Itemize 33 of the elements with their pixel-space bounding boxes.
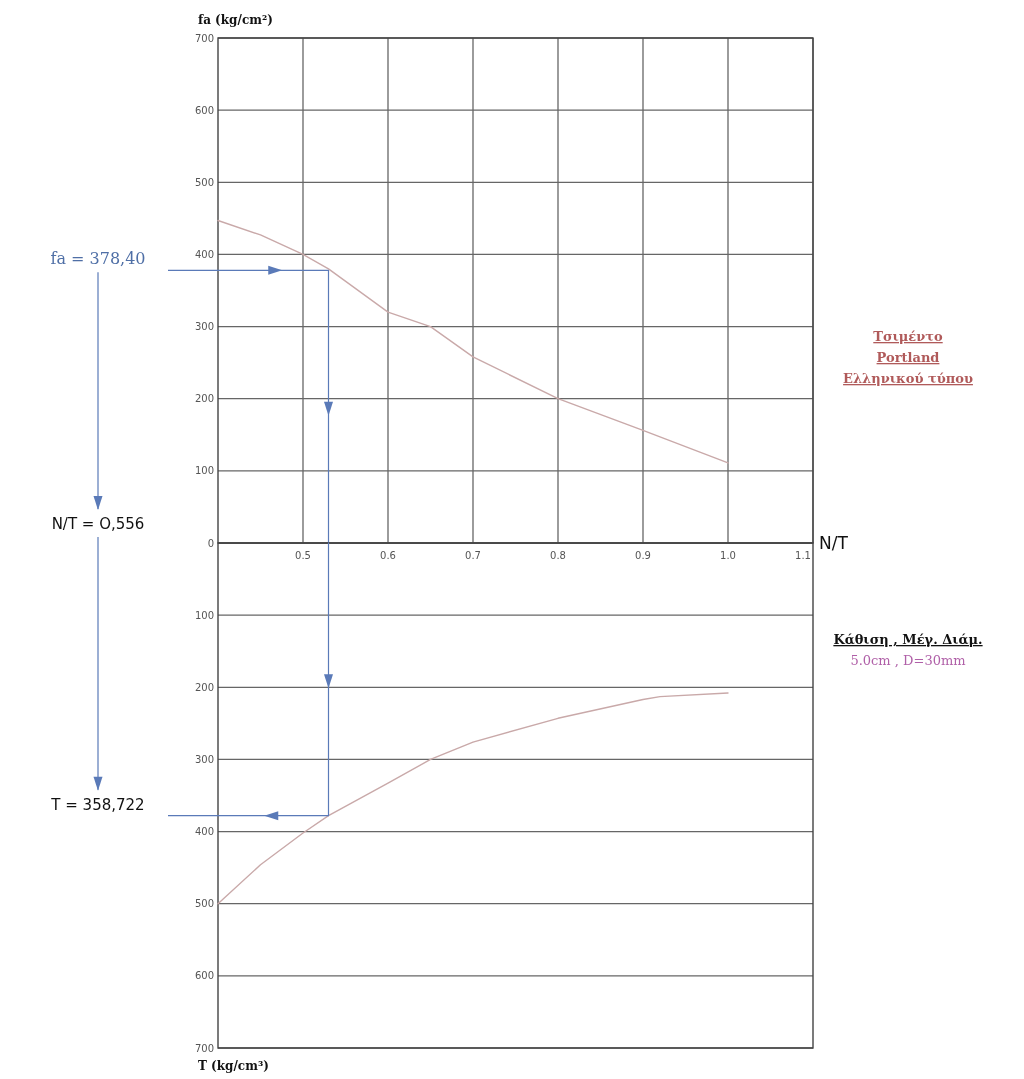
y-tick-label: 100: [194, 465, 214, 477]
y-tick-label: 200: [194, 393, 214, 405]
text: Ελληνικού τύπου: [843, 371, 973, 386]
y-tick-label: 100: [194, 609, 214, 621]
y-axis-title: fa (kg/cm²): [198, 13, 273, 27]
text: 5.0cm , D=30mm: [850, 653, 966, 668]
y-tick-label: 200: [194, 681, 214, 693]
text: Κάθιση , Μέγ. Διάμ.: [833, 632, 983, 647]
y-axis-title: T (kg/cm³): [198, 1059, 269, 1073]
y-tick-label: 600: [194, 970, 214, 982]
x-tick-label: 0.5: [295, 550, 311, 561]
text: T = 358,722: [50, 795, 145, 814]
x-axis-title: N/T: [819, 532, 849, 553]
y-tick-label: 600: [194, 104, 214, 116]
x-tick-label: 0.8: [550, 550, 566, 561]
x-tick-label: 1.1: [795, 550, 811, 561]
x-tick-label: 0.7: [465, 550, 481, 561]
text: fa = 378,40: [50, 249, 146, 269]
y-tick-label: 700: [194, 32, 214, 44]
x-tick-label: 1.0: [720, 550, 736, 561]
y-tick-label: 300: [194, 753, 214, 765]
y-tick-label: 0: [207, 537, 214, 549]
y-tick-label: 500: [194, 898, 214, 910]
x-tick-label: 0.9: [635, 550, 651, 561]
y-tick-label: 700: [194, 1042, 214, 1054]
y-tick-label: 300: [194, 321, 214, 333]
x-tick-label: 0.6: [380, 550, 396, 561]
y-tick-label: 500: [194, 176, 214, 188]
y-tick-label: 400: [194, 248, 214, 260]
text: Portland: [876, 350, 940, 365]
text: N/T = O,556: [51, 515, 145, 533]
text: Τσιμέντο: [873, 329, 944, 344]
y-tick-label: 400: [194, 826, 214, 838]
